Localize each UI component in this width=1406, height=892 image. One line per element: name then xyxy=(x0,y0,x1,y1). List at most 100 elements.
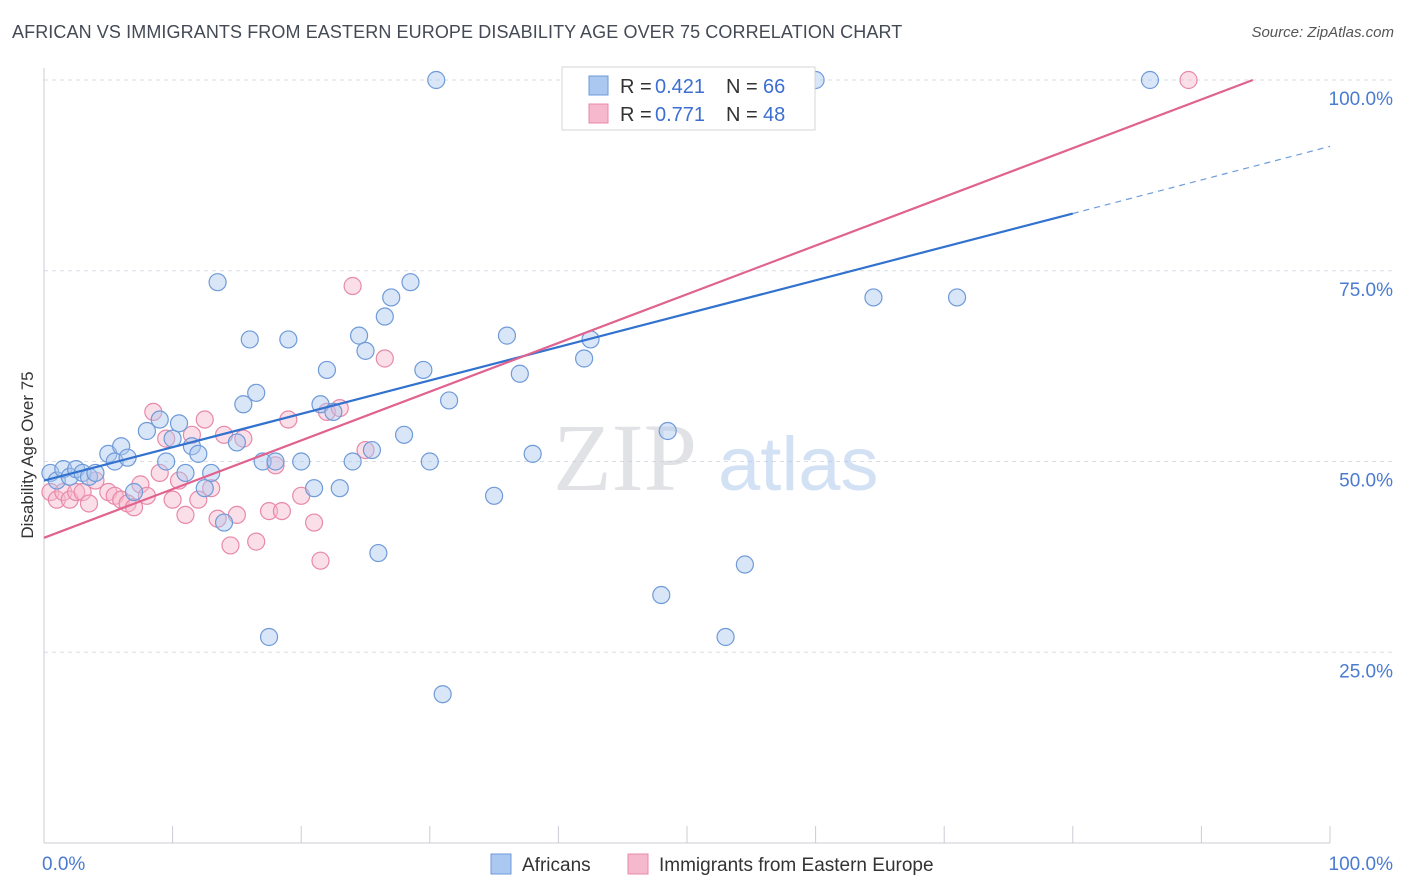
y-tick-label: 25.0% xyxy=(1339,661,1393,682)
eeurope-point xyxy=(73,482,92,502)
y-tick-label: 100.0% xyxy=(1329,89,1394,110)
africans-point xyxy=(169,414,189,433)
legend-africans-r-value: 0.421 xyxy=(655,76,705,98)
eeurope-point xyxy=(356,440,375,460)
eeurope-point xyxy=(247,532,266,551)
africans-point xyxy=(266,452,285,471)
legend-eeurope-swatch xyxy=(588,103,609,124)
legend-eeurope-n-label: N = xyxy=(726,104,758,126)
africans-point xyxy=(208,273,227,292)
eeurope-point xyxy=(375,349,394,368)
africans-trend-line xyxy=(43,212,1074,482)
africans-point xyxy=(214,513,234,532)
eeurope-point xyxy=(195,410,214,429)
watermark: ZIP atlas xyxy=(553,404,879,511)
africans-point xyxy=(864,288,883,307)
africans-point xyxy=(735,555,754,574)
africans-point xyxy=(652,585,671,605)
series-africans-points xyxy=(41,70,1160,704)
bottom-legend-eeurope-label: Immigrants from Eastern Europe xyxy=(659,855,934,876)
grid-layer xyxy=(44,79,1392,653)
legend-eeurope-n-value: 48 xyxy=(763,104,785,126)
africans-point xyxy=(356,341,375,360)
eeurope-point xyxy=(41,482,60,502)
eeurope-point xyxy=(176,505,195,525)
y-tick-label: 50.0% xyxy=(1339,471,1393,492)
africans-point xyxy=(150,410,169,429)
africans-point xyxy=(112,437,131,456)
axes-layer xyxy=(43,68,1331,844)
eeurope-point xyxy=(67,482,86,502)
eeurope-point xyxy=(131,475,150,494)
africans-point xyxy=(317,360,337,380)
bottom-legend-eeurope-swatch xyxy=(627,853,649,875)
eeurope-point xyxy=(221,536,240,555)
africans-point xyxy=(259,627,279,647)
tick-layer: 25.0% 50.0% 75.0% 100.0% 0.0% 100.0% xyxy=(42,89,1393,875)
africans-point xyxy=(394,425,414,444)
legend-eeurope-r-label: R = xyxy=(620,104,652,126)
africans-point xyxy=(658,421,677,441)
africans-point xyxy=(189,444,208,463)
eeurope-point xyxy=(163,490,182,509)
africans-point xyxy=(292,452,311,471)
africans-point xyxy=(362,440,382,460)
y-axis-title: Disability Age Over 75 xyxy=(18,371,37,538)
legend-eeurope-r-value: 0.771 xyxy=(655,104,705,126)
africans-point xyxy=(227,433,246,452)
watermark-atlas: atlas xyxy=(718,422,879,507)
legend-africans-r-label: R = xyxy=(620,76,652,98)
bottom-legend-africans-label: Africans xyxy=(522,855,591,876)
bottom-legend-africans-swatch xyxy=(490,853,512,875)
legend-africans-swatch xyxy=(588,75,609,96)
eeurope-point xyxy=(144,402,163,422)
africans-point xyxy=(439,391,459,410)
eeurope-point xyxy=(343,276,362,296)
africans-point xyxy=(716,627,735,647)
source-label: Source: ZipAtlas.com xyxy=(1251,24,1394,41)
eeurope-trend-line xyxy=(43,78,1254,539)
x-tick-label-max: 100.0% xyxy=(1329,854,1394,875)
africans-point xyxy=(401,273,420,292)
africans-point xyxy=(414,360,433,380)
eeurope-point xyxy=(202,479,221,498)
watermark-zip: ZIP xyxy=(553,404,697,511)
eeurope-point xyxy=(189,490,208,509)
eeurope-point xyxy=(1179,70,1198,90)
africans-point xyxy=(247,383,266,402)
africans-point xyxy=(510,364,529,383)
africans-point xyxy=(382,288,401,307)
africans-point xyxy=(485,486,504,505)
africans-point xyxy=(176,463,195,483)
eeurope-point xyxy=(150,463,169,483)
eeurope-point xyxy=(47,490,66,509)
correlation-legend: R = 0.421 N = 66 R = 0.771 N = 48 xyxy=(561,66,816,131)
eeurope-point xyxy=(54,482,73,502)
africans-point xyxy=(195,479,214,498)
africans-point xyxy=(420,452,439,471)
y-tick-label: 75.0% xyxy=(1339,280,1393,301)
africans-point xyxy=(343,452,362,471)
eeurope-point xyxy=(272,501,292,521)
africans-point xyxy=(575,349,594,368)
africans-point xyxy=(947,288,967,307)
legend-africans-n-label: N = xyxy=(726,76,758,98)
x-tick-label-min: 0.0% xyxy=(42,854,85,875)
africans-point xyxy=(427,70,446,90)
africans-point xyxy=(1140,70,1160,90)
africans-point xyxy=(369,543,388,563)
africans-point xyxy=(157,452,176,471)
africans-point xyxy=(330,479,349,498)
legend-africans-n-value: 66 xyxy=(763,76,785,98)
africans-point xyxy=(375,307,394,326)
eeurope-point xyxy=(311,551,330,570)
africans-point xyxy=(234,395,253,414)
africans-point xyxy=(497,326,517,345)
africans-point xyxy=(304,479,324,498)
bottom-legend: Africans Immigrants from Eastern Europe xyxy=(490,853,934,876)
africans-point xyxy=(349,326,369,345)
africans-point xyxy=(124,482,144,502)
africans-point xyxy=(433,685,452,704)
eeurope-point xyxy=(157,429,176,448)
